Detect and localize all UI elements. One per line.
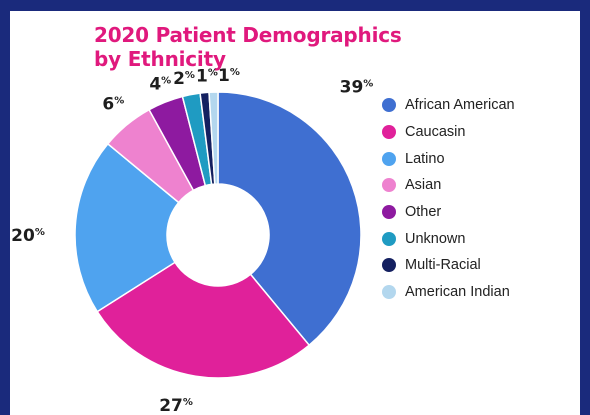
value-label-latino: 20%: [11, 226, 45, 246]
legend-item-asian: Asian: [382, 172, 515, 199]
slice-caucasin: [96, 261, 311, 379]
legend-item-african-american: African American: [382, 92, 515, 119]
legend-swatch-multi-racial: [382, 258, 396, 273]
legend-item-latino: Latino: [382, 145, 515, 172]
legend-item-multi-racial: Multi-Racial: [382, 252, 515, 279]
slice-african-american: [217, 91, 362, 347]
legend-item-american-indian: American Indian: [382, 279, 515, 306]
legend-label-latino: Latino: [405, 150, 445, 167]
value-label-caucasin: 27%: [159, 396, 193, 415]
value-label-american-indian: 1%: [218, 66, 240, 86]
legend-label-asian: Asian: [405, 177, 442, 194]
legend-label-african-american: African American: [405, 97, 515, 114]
legend-label-unknown: Unknown: [405, 230, 466, 247]
slice-latino: [74, 142, 180, 313]
slice-american-indian: [208, 91, 219, 185]
value-label-unknown: 2%: [173, 69, 195, 89]
legend-label-other: Other: [405, 204, 442, 221]
value-label-other: 4%: [149, 75, 171, 95]
value-label-multi-racial: 1%: [196, 67, 218, 87]
legend-swatch-american-indian: [382, 285, 396, 300]
chart-title-line-2: by Ethnicity: [94, 47, 226, 71]
legend-swatch-unknown: [382, 231, 396, 246]
legend-swatch-asian: [382, 178, 396, 193]
chart-legend: African American Caucasin Latino Asian Other…: [382, 92, 515, 306]
legend-label-american-indian: American Indian: [405, 284, 510, 301]
legend-label-multi-racial: Multi-Racial: [405, 257, 481, 274]
legend-item-unknown: Unknown: [382, 225, 515, 252]
value-label-asian: 6%: [102, 95, 124, 115]
legend-item-caucasin: Caucasin: [382, 119, 515, 146]
legend-swatch-latino: [382, 151, 396, 166]
legend-label-caucasin: Caucasin: [405, 124, 466, 141]
legend-swatch-other: [382, 205, 396, 220]
chart-card: 2020 Patient Demographics by Ethnicity 3…: [10, 11, 580, 415]
value-label-african-american: 39%: [340, 77, 374, 97]
legend-item-other: Other: [382, 199, 515, 226]
legend-swatch-caucasin: [382, 125, 396, 140]
donut-chart: 39%27%20%6%4% 2% 1% 1%: [11, 66, 374, 415]
legend-swatch-african-american: [382, 98, 396, 113]
chart-title-line-1: 2020 Patient Demographics: [94, 23, 402, 47]
chart-title: 2020 Patient Demographics by Ethnicity: [94, 23, 402, 71]
